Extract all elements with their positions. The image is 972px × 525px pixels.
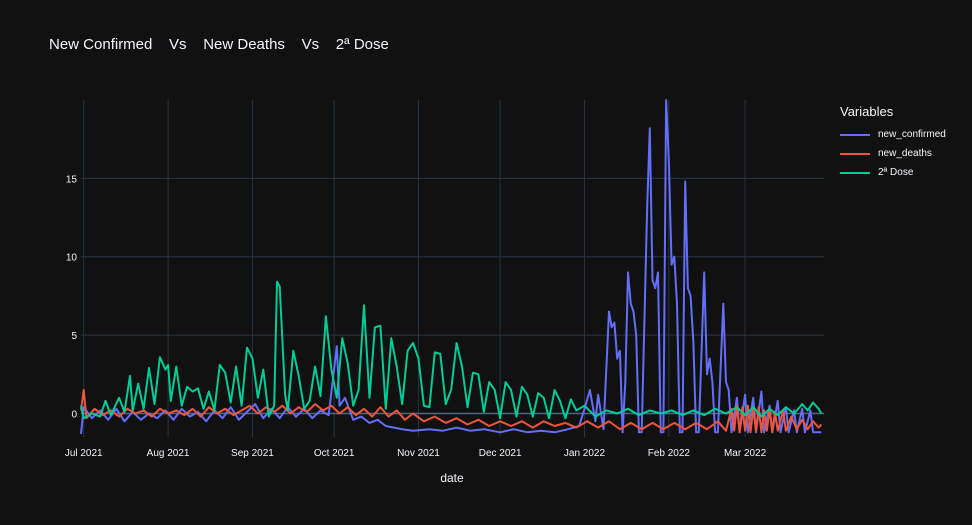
series-line-new-deaths[interactable] [80,389,823,434]
x-tick-label-4: Nov 2021 [397,448,440,459]
x-tick-labels: Jul 2021 Aug 2021 Sep 2021 Oct 2021 Nov 2021… [65,448,767,459]
series-line-2-dose[interactable] [80,280,823,420]
legend-label-2: 2ª Dose [878,167,914,178]
y-tick-label-3: 15 [66,174,78,185]
legend-label-0: new_confirmed [878,129,946,140]
x-tick-label-1: Aug 2021 [147,448,190,459]
chart-title: New Confirmed Vs New Deaths Vs 2ª Dose [49,36,389,53]
legend-swatch-0 [840,133,870,136]
legend-item-1[interactable]: new_deaths [840,144,946,163]
legend-item-0[interactable]: new_confirmed [840,125,946,144]
y-tick-label-2: 10 [66,253,78,264]
y-tick-label-0: 0 [71,409,77,420]
y-tick-labels: 0 5 10 15 [66,174,78,420]
legend-label-1: new_deaths [878,148,932,159]
x-tick-label-6: Jan 2022 [564,448,606,459]
series-layer [80,99,823,435]
x-axis-title: date [440,471,464,485]
legend-swatch-2 [840,171,870,174]
series-line-new-confirmed[interactable] [80,99,822,435]
x-tick-label-5: Dec 2021 [479,448,522,459]
x-tick-label-2: Sep 2021 [231,448,274,459]
legend: Variables new_confirmed new_deaths 2ª Dose [840,104,946,182]
x-tick-label-7: Feb 2022 [648,448,691,459]
legend-title: Variables [840,104,894,119]
y-tick-label-1: 5 [71,331,77,342]
x-gridlines [83,100,746,437]
x-tick-label-3: Oct 2021 [314,448,355,459]
x-tick-label-8: Mar 2022 [724,448,767,459]
legend-item-2[interactable]: 2ª Dose [840,163,946,182]
legend-swatch-1 [840,152,870,155]
x-tick-label-0: Jul 2021 [65,448,103,459]
